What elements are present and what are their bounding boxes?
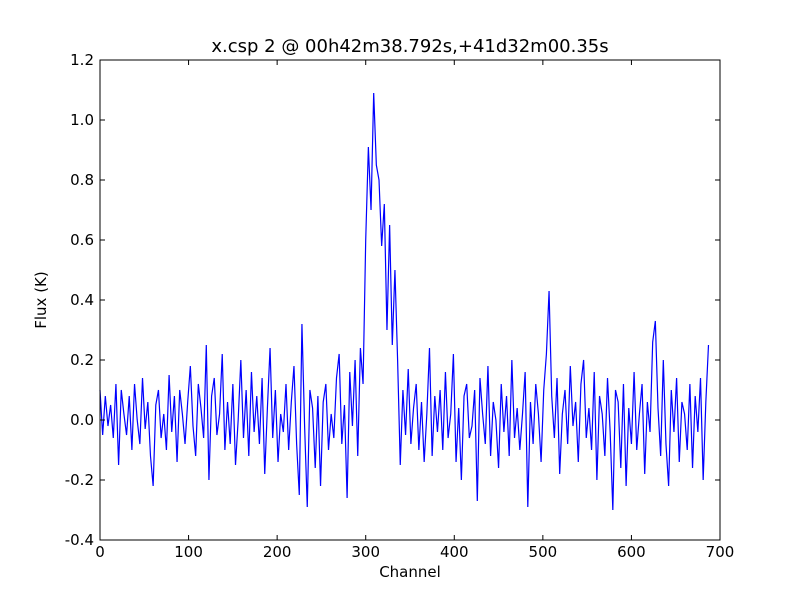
x-tick-label: 100 — [174, 543, 203, 561]
y-tick-label: 1.2 — [70, 51, 94, 69]
y-tick-label: -0.4 — [65, 531, 94, 549]
x-tick-label: 200 — [263, 543, 292, 561]
data-line — [99, 92, 710, 511]
x-axis-label: Channel — [379, 563, 441, 581]
x-tick-label: 300 — [351, 543, 380, 561]
x-tick-label: 0 — [95, 543, 105, 561]
x-tick-label: 600 — [617, 543, 646, 561]
y-tick-label: -0.2 — [65, 471, 94, 489]
y-tick-label: 0.4 — [70, 291, 94, 309]
x-tick-label: 700 — [706, 543, 735, 561]
chart-title: x.csp 2 @ 00h42m38.792s,+41d32m00.35s — [211, 36, 608, 57]
y-tick-label: 0.8 — [70, 171, 94, 189]
y-axis-label: Flux (K) — [32, 271, 50, 329]
y-tick-label: 1.0 — [70, 111, 94, 129]
y-tick-label: 0.0 — [70, 411, 94, 429]
x-tick-label: 500 — [529, 543, 558, 561]
y-tick-label: 0.6 — [70, 231, 94, 249]
y-tick-label: 0.2 — [70, 351, 94, 369]
x-tick-label: 400 — [440, 543, 469, 561]
